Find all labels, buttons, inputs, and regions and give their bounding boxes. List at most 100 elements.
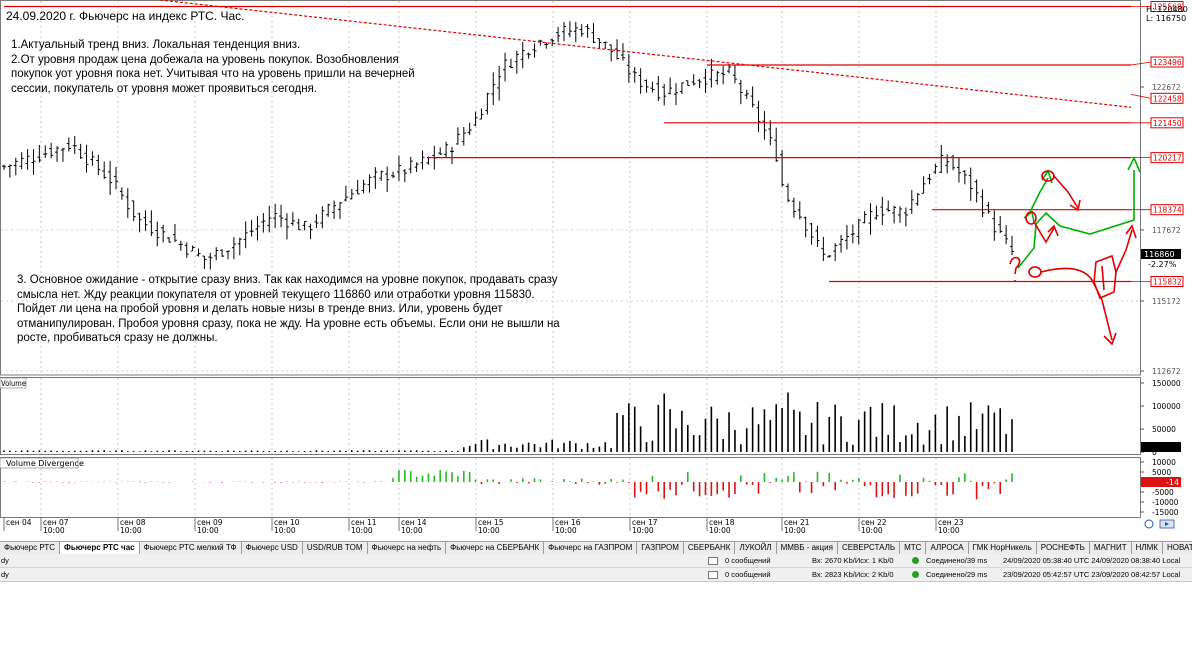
candle bbox=[762, 110, 767, 140]
chart-tab[interactable]: Фьючерс РТС час bbox=[60, 542, 140, 554]
price-tick-label: 122672 bbox=[1152, 83, 1181, 92]
volume-tick-label: 0 bbox=[1152, 448, 1157, 457]
candle bbox=[803, 216, 808, 238]
time-axis-time: 10:00 bbox=[938, 526, 960, 535]
candle bbox=[962, 170, 967, 185]
annotation-line: Пойдет ли цена на пробой уровня и делать… bbox=[17, 303, 503, 315]
red-path-mid bbox=[1033, 221, 1055, 244]
candle bbox=[461, 126, 466, 146]
level-price-label: 122458 bbox=[1153, 94, 1182, 103]
candle bbox=[49, 142, 54, 159]
candle bbox=[96, 154, 101, 176]
candle bbox=[980, 189, 985, 218]
chart-tab[interactable]: ГАЗПРОМ bbox=[637, 542, 684, 554]
chart-tab[interactable]: СЕВЕРСТАЛЬ bbox=[838, 542, 901, 554]
level-price-label: 121450 bbox=[1153, 119, 1182, 128]
red-path-lower bbox=[1040, 267, 1113, 341]
chart-tab[interactable]: USD/RUB TOM bbox=[303, 542, 368, 554]
chart-tab[interactable]: Фьючерс на нефть bbox=[368, 542, 447, 554]
candle bbox=[927, 174, 932, 185]
candle bbox=[450, 146, 454, 165]
candle bbox=[497, 65, 502, 101]
chart-tab[interactable]: НЛМК bbox=[1132, 542, 1163, 554]
zoom-out-icon[interactable] bbox=[1144, 519, 1154, 529]
chart-tab[interactable]: Фьючерс USD bbox=[242, 542, 303, 554]
candle bbox=[485, 92, 490, 115]
price-chart[interactable]: 125568 123496 122458 121450 120217 118374 1158… bbox=[0, 0, 1192, 540]
red-arrowhead-upper bbox=[1069, 199, 1081, 212]
hand-drawings bbox=[1009, 156, 1141, 346]
time-axis-date: сен 23 bbox=[938, 518, 964, 527]
chart-tab[interactable]: НОВАТЭК bbox=[1163, 542, 1192, 554]
candle bbox=[349, 188, 354, 200]
status-traffic: Вх: 2823 Kb/Исх: 2 Kb/0 bbox=[812, 570, 894, 579]
divergence-panel-label: Volume Divergence bbox=[6, 459, 84, 468]
candle bbox=[638, 68, 643, 94]
chart-tab[interactable]: МТС bbox=[900, 542, 927, 554]
candle bbox=[650, 81, 655, 93]
candle bbox=[284, 213, 289, 240]
time-axis-date: сен 22 bbox=[861, 518, 887, 527]
candle bbox=[668, 77, 673, 95]
chart-tab[interactable]: РОСНЕФТЬ bbox=[1037, 542, 1090, 554]
candle bbox=[939, 144, 944, 174]
candle bbox=[892, 205, 897, 224]
candle bbox=[709, 58, 714, 88]
candle bbox=[102, 161, 107, 180]
candle bbox=[308, 223, 313, 240]
candle bbox=[632, 67, 637, 83]
chart-tab[interactable]: МАГНИТ bbox=[1090, 542, 1132, 554]
status-traffic: Вх: 2670 Kb/Исх: 1 Kb/0 bbox=[812, 556, 894, 565]
time-axis-time: 10:00 bbox=[632, 526, 654, 535]
candle bbox=[874, 205, 879, 220]
candle bbox=[526, 52, 531, 59]
red-circle-mid bbox=[1025, 211, 1037, 225]
candle bbox=[455, 127, 460, 145]
candle bbox=[821, 236, 826, 262]
chart-tab[interactable]: Фьючерс РТС мелкий ТФ bbox=[140, 542, 242, 554]
candle bbox=[556, 26, 561, 43]
candle bbox=[933, 163, 938, 174]
chart-nav-icons[interactable] bbox=[1144, 519, 1175, 529]
candle bbox=[844, 224, 849, 250]
candle bbox=[797, 201, 802, 220]
candle bbox=[55, 146, 60, 162]
red-path-upper bbox=[1053, 175, 1079, 209]
candle bbox=[444, 141, 449, 158]
level-price-label: 123496 bbox=[1153, 58, 1182, 67]
volume-current-box bbox=[1141, 442, 1181, 452]
divergence-tick-label: 5000 bbox=[1152, 468, 1171, 477]
chart-tab[interactable]: Фьючерс на ГАЗПРОМ bbox=[544, 542, 638, 554]
candle bbox=[732, 65, 737, 84]
time-axis-date: сен 11 bbox=[351, 518, 377, 527]
chart-tab[interactable]: ГМК НорНикель bbox=[969, 542, 1037, 554]
time-axis-time: 10:00 bbox=[555, 526, 577, 535]
chart-tab[interactable]: ММВБ - акция bbox=[777, 542, 838, 554]
time-axis-date: сен 15 bbox=[478, 518, 504, 527]
candle bbox=[302, 221, 307, 231]
chart-tab[interactable]: АЛРОСА bbox=[926, 542, 969, 554]
chart-tab[interactable]: ЛУКОЙЛ bbox=[735, 542, 777, 554]
price-axis-ticks: 122672 117672 115172 112672 bbox=[1140, 83, 1181, 376]
trend-line[interactable] bbox=[159, 0, 1132, 108]
candle bbox=[320, 206, 325, 229]
candle bbox=[691, 74, 696, 86]
candle bbox=[968, 167, 973, 201]
candle bbox=[503, 52, 508, 82]
time-axis-date: сен 17 bbox=[632, 518, 658, 527]
candle bbox=[986, 201, 991, 214]
price-tick-label: 112672 bbox=[1152, 367, 1181, 376]
chart-tab[interactable]: Фьючерс на СБЕРБАНК bbox=[446, 542, 545, 554]
status-times: 23/09/2020 05:42:57 UTC 23/09/2020 08:42… bbox=[1003, 570, 1181, 579]
candle bbox=[314, 214, 319, 229]
candle bbox=[827, 255, 832, 258]
candle bbox=[615, 39, 620, 60]
chart-tab[interactable]: СБЕРБАНК bbox=[684, 542, 736, 554]
chart-tab[interactable]: Фьючерс РТС bbox=[0, 542, 61, 554]
candle bbox=[1010, 235, 1014, 256]
time-axis-date: сен 14 bbox=[401, 518, 427, 527]
chart-title: 24.09.2020 г. Фьючерс на индекс РТС. Час… bbox=[6, 9, 245, 23]
candle bbox=[385, 166, 390, 192]
candle bbox=[567, 21, 572, 38]
